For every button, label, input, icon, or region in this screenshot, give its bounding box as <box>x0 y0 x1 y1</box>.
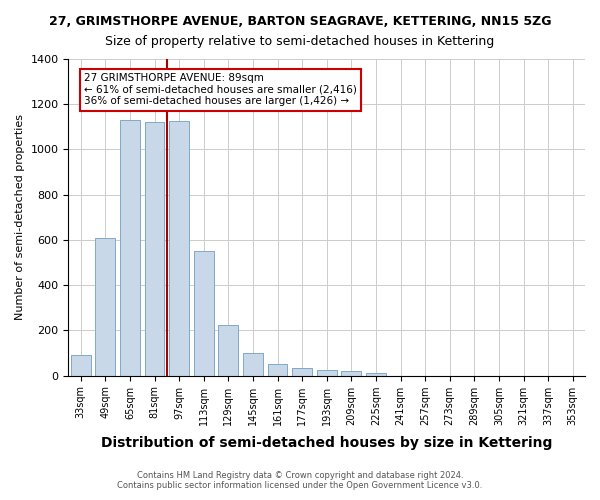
Bar <box>194 252 214 376</box>
Bar <box>95 238 115 376</box>
Bar <box>268 364 287 376</box>
Bar <box>366 373 386 376</box>
Bar <box>120 120 140 376</box>
Text: Contains HM Land Registry data © Crown copyright and database right 2024.
Contai: Contains HM Land Registry data © Crown c… <box>118 470 482 490</box>
Bar <box>169 121 189 376</box>
Bar <box>292 368 312 376</box>
X-axis label: Distribution of semi-detached houses by size in Kettering: Distribution of semi-detached houses by … <box>101 436 553 450</box>
Bar <box>218 325 238 376</box>
Y-axis label: Number of semi-detached properties: Number of semi-detached properties <box>15 114 25 320</box>
Text: 27 GRIMSTHORPE AVENUE: 89sqm
← 61% of semi-detached houses are smaller (2,416)
3: 27 GRIMSTHORPE AVENUE: 89sqm ← 61% of se… <box>84 74 357 106</box>
Bar <box>341 371 361 376</box>
Text: 27, GRIMSTHORPE AVENUE, BARTON SEAGRAVE, KETTERING, NN15 5ZG: 27, GRIMSTHORPE AVENUE, BARTON SEAGRAVE,… <box>49 15 551 28</box>
Bar <box>145 122 164 376</box>
Bar <box>243 353 263 376</box>
Text: Size of property relative to semi-detached houses in Kettering: Size of property relative to semi-detach… <box>106 35 494 48</box>
Bar <box>317 370 337 376</box>
Bar <box>71 356 91 376</box>
